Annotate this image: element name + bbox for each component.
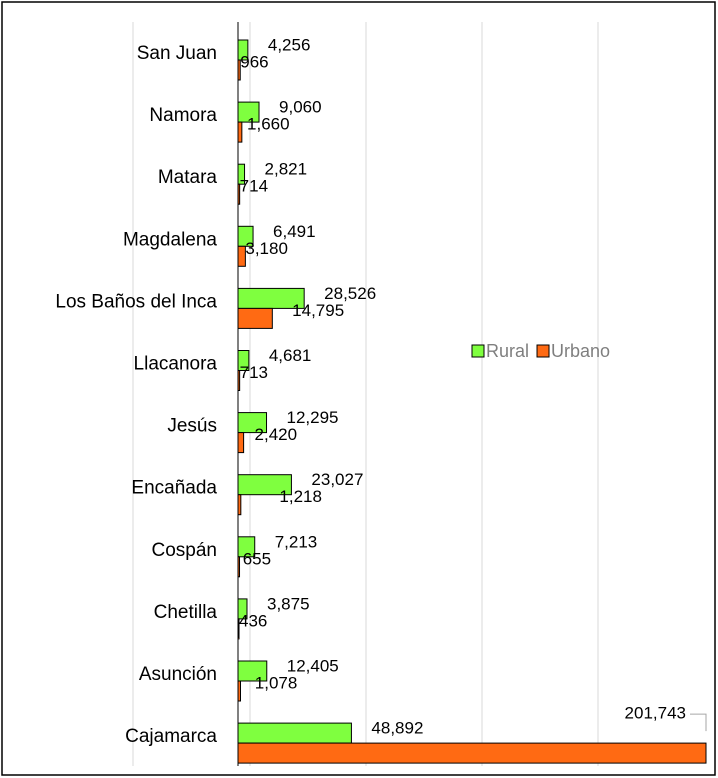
y-tick-label: Asunción [139, 664, 217, 685]
y-tick-label: Llacanora [134, 354, 218, 375]
legend-label: Urbano [551, 341, 610, 361]
y-tick-label: Namora [149, 105, 217, 126]
data-label: 2,420 [255, 425, 298, 444]
bar [237, 432, 245, 454]
legend-swatch [471, 344, 485, 358]
data-label: 28,526 [324, 284, 376, 303]
data-label: 14,795 [292, 301, 344, 320]
data-label: 655 [243, 549, 271, 568]
y-tick-label: Jesús [167, 416, 217, 437]
data-label: 48,892 [371, 719, 423, 738]
data-label: 9,060 [279, 98, 322, 117]
data-label: 7,213 [275, 532, 318, 551]
bar [237, 742, 707, 764]
y-tick-label: Encañada [131, 478, 217, 499]
y-tick-label: Chetilla [154, 602, 218, 623]
y-tick-label: Cajamarca [125, 726, 217, 747]
bar [237, 307, 273, 329]
data-label: 3,180 [245, 239, 288, 258]
data-label: 714 [240, 177, 268, 196]
data-label: 12,405 [287, 656, 339, 675]
data-label: 1,660 [247, 115, 290, 134]
data-label: 966 [240, 52, 268, 71]
legend-swatch [536, 344, 550, 358]
legend-label: Rural [486, 341, 529, 361]
data-label: 12,295 [287, 408, 339, 427]
bar [237, 121, 243, 143]
data-label: 436 [239, 611, 267, 630]
data-label: 3,875 [267, 594, 310, 613]
data-label: 6,491 [273, 222, 316, 241]
leader-line [690, 713, 707, 732]
y-tick-label: Magdalena [123, 229, 217, 250]
data-label: 2,821 [265, 160, 308, 179]
bar [237, 722, 352, 744]
y-tick-label: Matara [158, 167, 218, 188]
data-label: 201,743 [625, 704, 686, 723]
y-tick-label: Los Baños del Inca [55, 291, 217, 312]
data-label: 23,027 [311, 470, 363, 489]
grid [132, 22, 599, 766]
data-label: 1,078 [255, 673, 298, 692]
data-label: 4,256 [268, 35, 311, 54]
data-label: 4,681 [269, 346, 312, 365]
y-tick-label: Cospán [152, 540, 218, 561]
data-label: 713 [240, 363, 268, 382]
y-tick-label: San Juan [137, 43, 217, 64]
bar [237, 245, 246, 267]
data-label: 1,218 [279, 487, 322, 506]
